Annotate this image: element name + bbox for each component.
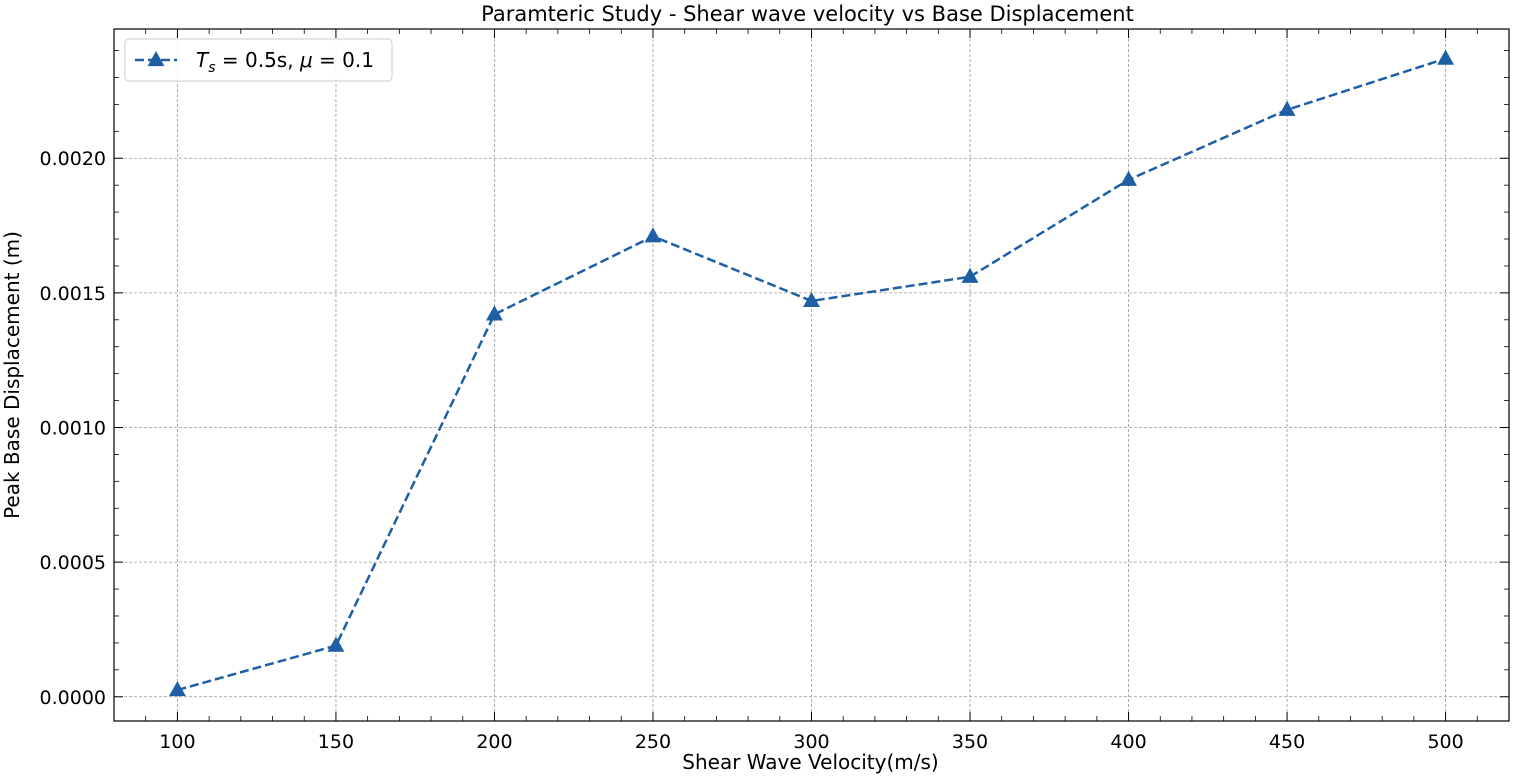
data-point-marker	[168, 681, 186, 697]
x-tick-label: 450	[1269, 731, 1305, 753]
data-point-marker	[644, 227, 662, 243]
legend-eq2: = 0.1	[313, 48, 374, 72]
series-layer	[168, 49, 1455, 697]
legend: Ts = 0.5s, μ = 0.1	[124, 38, 393, 82]
y-tick-label: 0.0010	[40, 418, 106, 440]
legend-marker	[147, 50, 165, 67]
x-tick-label: 250	[635, 731, 671, 753]
legend-sub: s	[208, 60, 215, 76]
x-axis-title: Shear Wave Velocity(m/s)	[682, 750, 938, 774]
x-tick-label: 150	[318, 731, 354, 753]
chart-title: Paramteric Study - Shear wave velocity v…	[481, 2, 1134, 26]
data-point-marker	[486, 305, 503, 321]
y-tick-label: 0.0000	[40, 687, 106, 709]
x-tick-label: 350	[952, 731, 988, 753]
y-tick-label: 0.0005	[40, 552, 106, 574]
legend-box	[124, 38, 393, 82]
y-tick-labels: 0.0000 0.0005 0.0010 0.0015 0.0020	[40, 148, 106, 709]
x-tick-label: 200	[476, 731, 512, 753]
data-point-marker	[1120, 170, 1138, 186]
x-tick-label: 500	[1427, 731, 1463, 753]
legend-var: T	[196, 48, 210, 72]
data-point-marker	[803, 291, 820, 308]
x-tick-label: 300	[793, 731, 829, 753]
axis-ticks	[113, 29, 1510, 721]
data-point-marker	[327, 636, 345, 652]
y-tick-label: 0.0020	[40, 148, 106, 170]
legend-label: Ts = 0.5s, μ = 0.1	[196, 48, 374, 76]
data-point-marker	[1437, 49, 1455, 65]
data-point-marker	[961, 267, 979, 283]
y-axis-title: Peak Base Displacement (m)	[0, 231, 24, 519]
data-point-marker	[1278, 100, 1296, 116]
x-tick-label: 400	[1110, 731, 1146, 753]
legend-eq1: = 0.5s,	[216, 48, 300, 72]
x-tick-label: 100	[159, 731, 195, 753]
grid	[114, 29, 1509, 721]
x-tick-labels: 100 150 200 250 300 350 400 450 500	[159, 731, 1463, 753]
plot-frame	[113, 28, 1510, 722]
y-tick-label: 0.0015	[40, 283, 106, 305]
legend-mu: μ	[299, 48, 313, 72]
